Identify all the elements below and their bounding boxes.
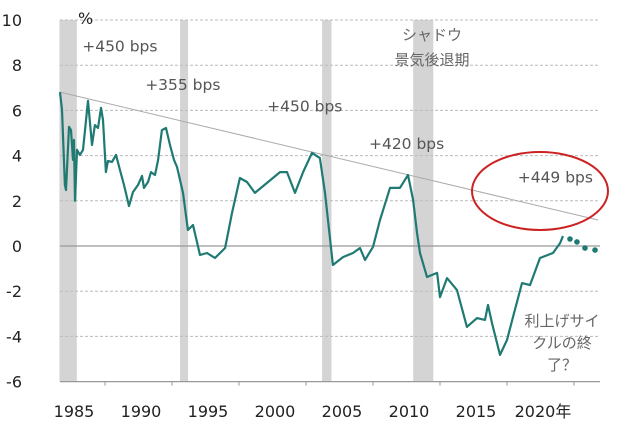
x-tick-label: 2000 bbox=[255, 402, 296, 421]
x-tick-label: 2010 bbox=[389, 402, 430, 421]
recession-legend-label: シャドウ bbox=[402, 26, 462, 44]
y-tick-label: 8 bbox=[12, 56, 22, 75]
y-axis-unit: % bbox=[78, 9, 93, 28]
rate-hike-note: 利上げサイ bbox=[524, 312, 599, 330]
y-tick-label: 2 bbox=[12, 192, 22, 211]
y-tick-label: -4 bbox=[6, 327, 22, 346]
y-tick-label: -2 bbox=[6, 282, 22, 301]
rate-hike-note: クルの終 bbox=[532, 334, 592, 352]
shadow-rate-line bbox=[58, 91, 565, 356]
x-tick-label: 1985 bbox=[54, 402, 95, 421]
bps-annotation: +420 bps bbox=[369, 135, 444, 153]
x-tick-label: 1995 bbox=[188, 402, 229, 421]
y-tick-label: 4 bbox=[12, 147, 22, 166]
forecast-dot bbox=[567, 236, 573, 242]
x-tick-label: 2005 bbox=[322, 402, 363, 421]
bps-annotation: +450 bps bbox=[82, 38, 157, 56]
y-tick-label: 6 bbox=[12, 101, 22, 120]
bps-annotation: +450 bps bbox=[267, 98, 342, 116]
x-tick-label: 2020年 bbox=[515, 402, 572, 421]
y-tick-label: 10 bbox=[2, 11, 22, 30]
bps-annotation: +355 bps bbox=[145, 76, 220, 94]
y-tick-label: 0 bbox=[12, 237, 22, 256]
rate-hike-note: 了？ bbox=[547, 356, 577, 374]
forecast-dot bbox=[582, 245, 588, 251]
recession-bar bbox=[413, 20, 434, 382]
recession-legend-label: 景気後退期 bbox=[394, 51, 469, 69]
forecast-dot bbox=[574, 239, 580, 245]
trend-line bbox=[59, 91, 599, 221]
x-tick-label: 1990 bbox=[121, 402, 162, 421]
y-tick-label: -6 bbox=[6, 373, 22, 392]
bps-annotation: +449 bps bbox=[518, 169, 593, 187]
forecast-dot bbox=[592, 247, 598, 253]
x-tick-label: 2015 bbox=[456, 402, 497, 421]
highlight-ellipse bbox=[471, 151, 609, 231]
